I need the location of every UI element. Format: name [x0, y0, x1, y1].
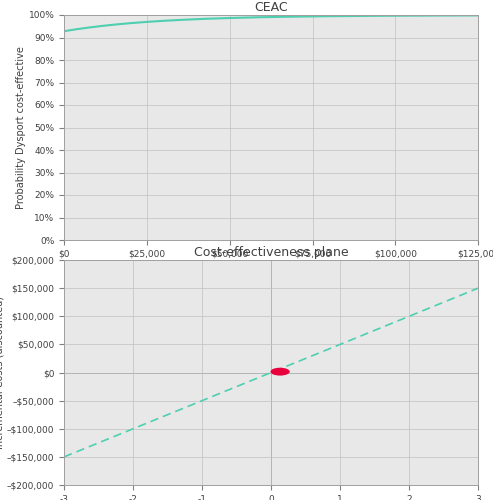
Y-axis label: Probability Dysport cost-effective: Probability Dysport cost-effective	[16, 46, 26, 209]
Y-axis label: Incremental Costs (discounted): Incremental Costs (discounted)	[0, 296, 4, 449]
X-axis label: Willingness to pay (Cost per QALY gained): Willingness to pay (Cost per QALY gained…	[169, 262, 374, 272]
Title: CEAC: CEAC	[254, 1, 288, 14]
Ellipse shape	[271, 368, 290, 376]
Title: Cost-effectiveness plane: Cost-effectiveness plane	[194, 246, 349, 259]
